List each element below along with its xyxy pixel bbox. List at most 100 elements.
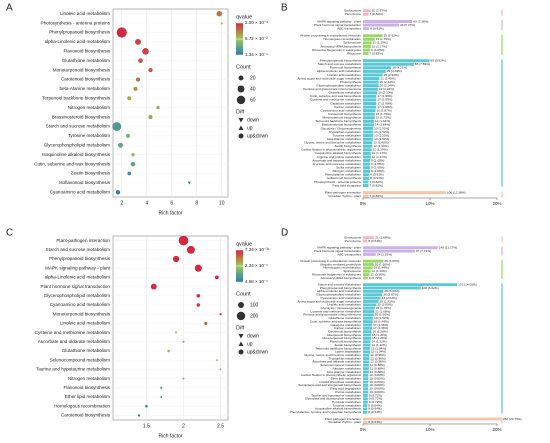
- category-label: Pentose and glucuronate interconversions: [303, 313, 361, 317]
- bar: [363, 320, 373, 324]
- category-label: Phenylalanine metabolism: [325, 173, 362, 177]
- category-label: Amino sugar and nucleotide sugar metabol…: [297, 76, 361, 80]
- value-label: 10 (0.80%): [369, 390, 384, 394]
- x-tick-label: 6: [170, 200, 173, 206]
- category-label: Cutin, suberine and wax biosynthesis: [310, 319, 362, 323]
- legend-label: up&down: [247, 349, 268, 355]
- point: [116, 27, 127, 38]
- point: [182, 340, 185, 343]
- bar: [363, 310, 375, 313]
- point: [172, 255, 180, 263]
- category-label: Galactose metabolism: [330, 101, 361, 105]
- bar: [363, 400, 368, 404]
- panel-letter: B: [281, 3, 288, 14]
- category-label: Starch and sucrose metabolism: [318, 282, 362, 286]
- bar: [363, 116, 375, 120]
- bar: [363, 300, 379, 303]
- category-label: Isoquinoline alkaloid biosynthesis: [42, 152, 111, 157]
- point: [156, 106, 160, 110]
- bar: [363, 184, 369, 188]
- bar: [363, 340, 371, 344]
- value-label: 13 (1.04%): [371, 350, 386, 354]
- bar: [363, 343, 371, 347]
- value-label: 21 (1.68%): [375, 235, 390, 239]
- category-label: Amino sugar and nucleotide sugar metabol…: [297, 299, 361, 303]
- legend-title: Count: [236, 64, 251, 70]
- legend-label: down: [247, 333, 259, 339]
- legend-label: up: [247, 125, 253, 131]
- category-label: Glutathione metabolism: [62, 58, 110, 63]
- value-label: 17 (1.99%): [377, 101, 392, 105]
- legend-label: 40: [250, 86, 256, 92]
- value-label: 11 (1.29%): [373, 148, 388, 152]
- value-label: 9 (0.72%): [369, 400, 382, 404]
- category-label: Linoleic acid metabolism: [327, 73, 361, 77]
- point: [187, 181, 191, 185]
- bar: [363, 180, 369, 184]
- category-label: Homologous recombination: [54, 403, 110, 408]
- category-label: Starch and sucrose metabolism: [318, 62, 362, 66]
- panel-letter: C: [6, 228, 13, 239]
- category-label: Purine metabolism: [335, 390, 361, 394]
- category-label: Phenylalanine, tyrosine and tryptophan b…: [290, 410, 362, 414]
- bar: [363, 383, 369, 387]
- value-label: 20 (2.34%): [380, 83, 395, 87]
- category-label: Photosynthesis: [340, 80, 361, 84]
- legend-label: 200: [250, 313, 259, 319]
- value-label: 10 (1.17%): [372, 151, 387, 155]
- bar: [363, 410, 368, 414]
- bar: [363, 141, 373, 145]
- bar: [363, 286, 421, 290]
- value-label: 9 (0.72%): [369, 276, 382, 280]
- legend-label: 7.34 × 10⁻³¹: [245, 247, 270, 252]
- legend-label: 4.68 × 10⁻¹: [245, 279, 268, 284]
- legend-label: 2.00 × 10⁻⁹: [245, 20, 268, 25]
- bar: [363, 276, 368, 280]
- category-label: Brassinosteroid biosynthesis: [322, 123, 362, 127]
- bar: [363, 367, 369, 371]
- value-label: 10 (1.17%): [372, 155, 387, 159]
- category-label: Photosynthesis - antenna proteins: [41, 20, 111, 25]
- point: [219, 313, 222, 316]
- legend-size: [236, 95, 246, 105]
- value-label: 8 (0.64%): [368, 410, 381, 414]
- category-label: Monoterpenoid biosynthesis: [322, 116, 361, 120]
- category-label: beta-Alanine metabolism: [327, 370, 361, 374]
- legend-title: qvalue: [236, 241, 252, 247]
- bar: [363, 363, 369, 367]
- value-label: 13 (1.52%): [374, 130, 389, 134]
- x-tick-label: 2: [120, 200, 123, 206]
- point: [131, 152, 135, 157]
- category-label: Circadian rhythm - plant: [328, 420, 361, 424]
- category-label: Glutathione metabolism: [328, 316, 361, 320]
- value-label: 11 (0.88%): [370, 370, 385, 374]
- category-label: Cyanoamino acid metabolism: [50, 302, 110, 307]
- value-label: 13 (1.04%): [371, 346, 386, 350]
- bar: [363, 387, 369, 391]
- bar: [363, 296, 381, 300]
- category-label: Glutathione metabolism: [328, 91, 361, 95]
- category-label: Plant hormone signal transduction: [314, 249, 361, 253]
- bar: [363, 12, 369, 16]
- category-label: Lysine degradation: [335, 350, 361, 354]
- category-label: Ribosome: [347, 51, 361, 55]
- bar: [363, 397, 368, 401]
- category-label: Tryptophan metabolism: [329, 356, 362, 360]
- point: [126, 133, 130, 138]
- bar: [363, 52, 369, 56]
- value-label: 15 (1.20%): [372, 336, 387, 340]
- category-label: Zeatin biosynthesis: [335, 343, 362, 347]
- bar: [363, 417, 503, 421]
- point: [127, 96, 132, 101]
- value-label: 97 (7.74%): [416, 249, 431, 253]
- category-label: alpha-Linolenic acid metabolism: [317, 69, 361, 73]
- bar: [363, 323, 373, 327]
- point: [148, 115, 153, 120]
- value-label: 18 (1.44%): [374, 266, 389, 270]
- category-label: alpha-Linolenic acid metabolism: [317, 289, 361, 293]
- x-tick-label: 10%: [425, 201, 434, 206]
- point: [160, 386, 163, 389]
- bar: [363, 373, 369, 377]
- category-label: Starch and sucrose metabolism: [46, 124, 111, 129]
- value-label: 15 (1.75%): [376, 116, 391, 120]
